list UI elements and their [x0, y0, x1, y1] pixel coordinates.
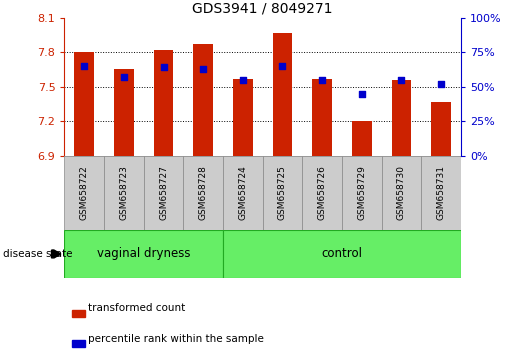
Point [119, 74, 128, 80]
Text: GSM658722: GSM658722 [80, 166, 89, 220]
Text: transformed count: transformed count [88, 303, 185, 313]
Bar [183, 156, 223, 230]
Text: GSM658726: GSM658726 [318, 165, 327, 221]
Bar [153, 50, 174, 156]
Bar [431, 102, 451, 156]
Text: GSM658731: GSM658731 [437, 165, 445, 221]
Point [238, 77, 247, 83]
Point [159, 64, 167, 70]
Text: GSM658728: GSM658728 [199, 165, 208, 221]
Text: GSM658725: GSM658725 [278, 165, 287, 221]
Text: vaginal dryness: vaginal dryness [97, 247, 191, 261]
Bar [352, 121, 372, 156]
Text: GSM658729: GSM658729 [357, 165, 366, 221]
Bar [391, 80, 411, 156]
Text: control: control [321, 247, 363, 261]
Bar [263, 156, 302, 230]
Bar [193, 44, 213, 156]
Text: percentile rank within the sample: percentile rank within the sample [88, 333, 264, 343]
Point [318, 77, 327, 83]
Point [80, 63, 89, 69]
Bar [104, 156, 144, 230]
Bar [64, 230, 223, 278]
Text: GSM658724: GSM658724 [238, 166, 247, 220]
Point [199, 66, 207, 72]
Bar [421, 156, 461, 230]
Bar [233, 79, 253, 156]
Bar [382, 156, 421, 230]
Text: GSM658730: GSM658730 [397, 165, 406, 221]
Title: GDS3941 / 8049271: GDS3941 / 8049271 [193, 1, 333, 15]
Point [278, 63, 286, 69]
Bar [72, 310, 85, 317]
Text: disease state: disease state [3, 249, 72, 259]
Bar [302, 156, 342, 230]
Bar [342, 156, 382, 230]
Bar [144, 156, 183, 230]
Bar [64, 156, 104, 230]
Point [437, 81, 445, 87]
Bar [72, 340, 85, 347]
Point [398, 77, 406, 83]
Bar [223, 230, 461, 278]
Bar [272, 33, 293, 156]
Text: GSM658723: GSM658723 [119, 165, 128, 221]
Bar [223, 156, 263, 230]
Point [357, 91, 366, 96]
Bar [312, 79, 332, 156]
Bar [114, 69, 134, 156]
Text: GSM658727: GSM658727 [159, 165, 168, 221]
Bar [74, 52, 94, 156]
